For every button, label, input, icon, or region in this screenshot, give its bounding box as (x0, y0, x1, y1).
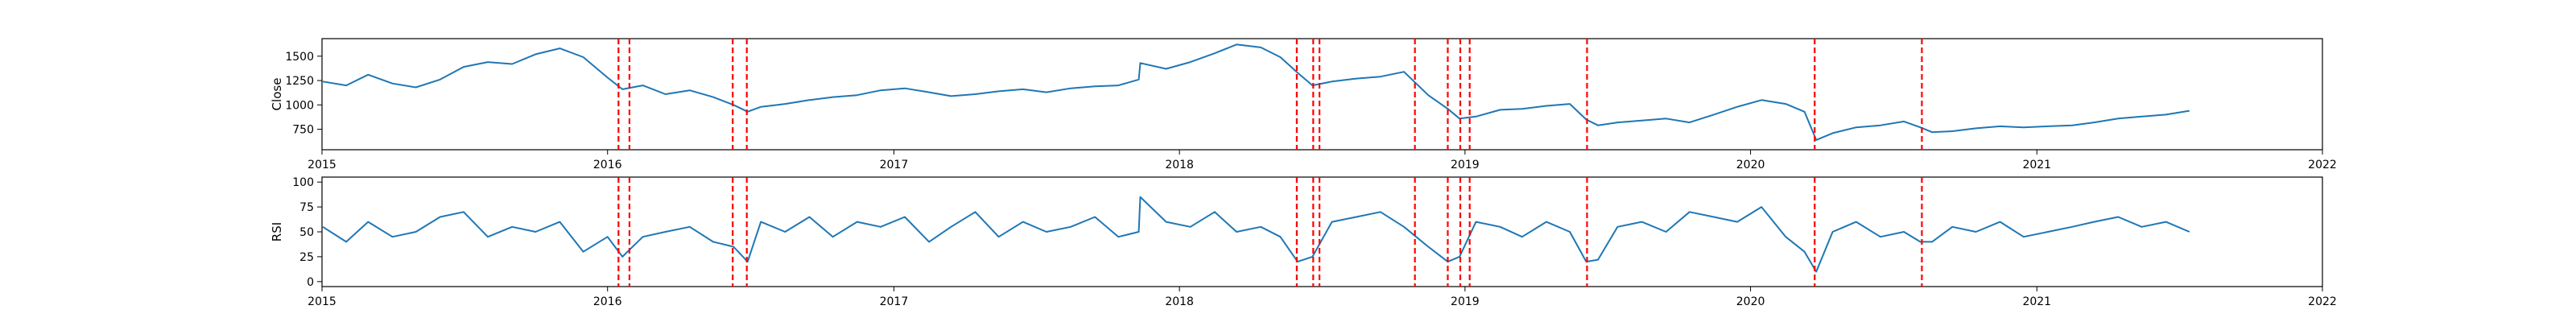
x-tick-label: 2018 (1165, 295, 1194, 308)
y-tick-label: 1000 (285, 99, 314, 112)
y-axis-label: Close (270, 78, 284, 111)
x-tick-label: 2021 (2022, 159, 2051, 171)
plot-frame (321, 38, 2323, 151)
x-tick-label: 2019 (1451, 159, 1480, 171)
y-tick-label: 50 (299, 226, 314, 239)
x-tick-label: 2020 (1736, 295, 1765, 308)
x-tick-label: 2016 (593, 159, 622, 171)
x-tick-label: 2015 (308, 295, 336, 308)
x-tick-label: 2015 (308, 159, 336, 171)
y-axis-label: RSI (270, 222, 284, 242)
y-tick-label: 100 (292, 176, 314, 189)
x-tick-label: 2017 (880, 295, 909, 308)
y-tick-label: 750 (292, 124, 314, 137)
close-price-panel: 2015 2016 2017 2018 2019 2020 2021 2022 750 1000 1… (270, 38, 2337, 171)
y-tick-label: 75 (299, 201, 314, 214)
y-tick-label: 25 (299, 251, 314, 264)
x-tick-label: 2016 (593, 295, 622, 308)
y-tick-label: 0 (307, 276, 314, 289)
rsi-panel: 2015 2016 2017 2018 2019 2020 2021 2022 0 25 50 75 1… (270, 176, 2337, 308)
series-line (322, 196, 2190, 273)
x-tick-label: 2022 (2308, 295, 2337, 308)
x-tick-label: 2021 (2022, 295, 2051, 308)
y-tick-label: 1250 (285, 75, 314, 88)
x-tick-label: 2017 (880, 159, 909, 171)
x-tick-label: 2018 (1165, 159, 1194, 171)
x-tick-label: 2019 (1451, 295, 1480, 308)
x-tick-label: 2022 (2308, 159, 2337, 171)
x-tick-label: 2020 (1736, 159, 1765, 171)
y-tick-label: 1500 (285, 51, 314, 64)
series-line (322, 43, 2190, 141)
